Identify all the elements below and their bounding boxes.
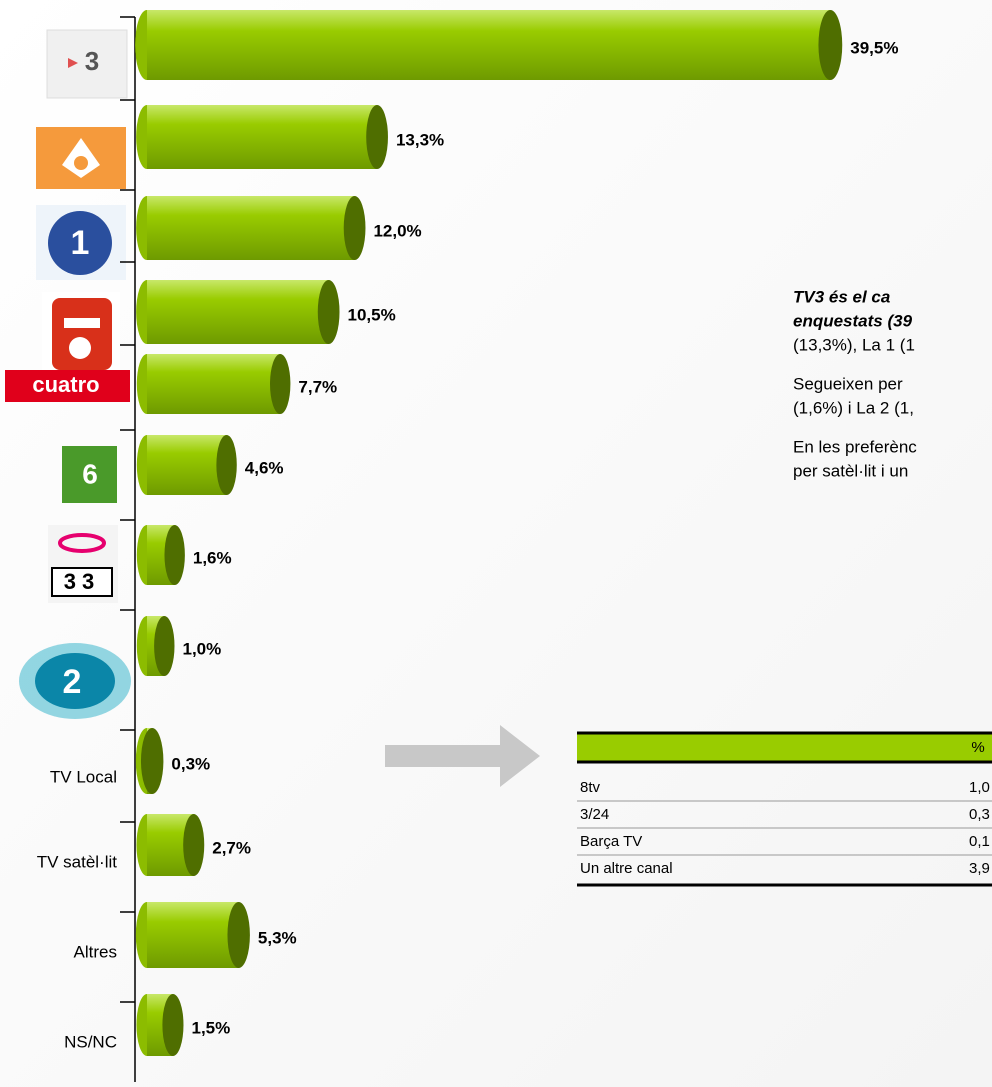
logo-text: 33 bbox=[64, 569, 100, 594]
bar-body bbox=[147, 196, 355, 260]
value-label: 10,5% bbox=[348, 305, 396, 324]
logos: 3 1 cuatro 6 33 2 bbox=[5, 29, 131, 719]
table-cell: 3/24 bbox=[580, 806, 609, 823]
bar-cap bbox=[140, 728, 164, 794]
bar-cap bbox=[227, 902, 250, 968]
bar bbox=[135, 902, 250, 968]
body-text: enquestats (39 bbox=[793, 311, 913, 330]
bar-cap bbox=[343, 196, 366, 260]
body-text: TV3 és el ca bbox=[793, 287, 890, 306]
bar-body bbox=[147, 902, 239, 968]
table-cell: 0,3 bbox=[969, 806, 990, 823]
arrow bbox=[385, 725, 540, 787]
bar bbox=[136, 814, 205, 876]
body-text: per satèl·lit i un bbox=[793, 461, 908, 480]
value-label: 2,7% bbox=[212, 838, 251, 857]
value-label: 0,3% bbox=[171, 754, 210, 773]
value-label: 1,6% bbox=[193, 548, 232, 567]
table-header bbox=[577, 733, 992, 761]
value-label: 7,7% bbox=[298, 377, 337, 396]
value-label: 12,0% bbox=[373, 221, 421, 240]
bar-cap bbox=[366, 105, 388, 169]
bar-body bbox=[147, 105, 378, 169]
bar-body bbox=[147, 280, 329, 344]
table-cell: Barça TV bbox=[580, 833, 642, 850]
bar bbox=[136, 354, 291, 414]
category-label: NS/NC bbox=[64, 1032, 117, 1051]
bar-cap bbox=[818, 10, 843, 80]
bar-cap bbox=[317, 280, 340, 344]
table-cell: 8tv bbox=[580, 779, 601, 796]
bar bbox=[135, 10, 843, 80]
table bbox=[577, 731, 992, 764]
body-text: Segueixen per bbox=[793, 374, 903, 393]
bar bbox=[135, 728, 164, 794]
value-label: 1,5% bbox=[191, 1018, 230, 1037]
value-label: 4,6% bbox=[245, 458, 284, 477]
bar-cap bbox=[162, 994, 184, 1056]
logo-text: cuatro bbox=[32, 372, 99, 397]
body-text: En les preferènc bbox=[793, 437, 917, 456]
body-text: (1,6%) i La 2 (1, bbox=[793, 398, 914, 417]
category-label: TV Local bbox=[50, 767, 117, 786]
bar-cap bbox=[164, 525, 185, 585]
category-label: Altres bbox=[74, 942, 117, 961]
svg-text:6: 6 bbox=[82, 458, 98, 489]
bar bbox=[136, 994, 184, 1056]
bar-body bbox=[147, 354, 281, 414]
table-cell: Un altre canal bbox=[580, 860, 673, 877]
table-header: % bbox=[971, 739, 984, 756]
bar-body bbox=[147, 10, 831, 80]
table-cell: 3,9 bbox=[969, 860, 990, 877]
bar bbox=[136, 280, 340, 344]
logo-text: 3 bbox=[85, 46, 99, 76]
table-cell: 1,0 bbox=[969, 779, 990, 796]
bar bbox=[136, 525, 185, 585]
bar-body bbox=[147, 435, 227, 495]
bar bbox=[136, 616, 175, 676]
bar-cap bbox=[216, 435, 237, 495]
bar bbox=[136, 196, 366, 260]
bar-cap bbox=[154, 616, 175, 676]
bar bbox=[136, 435, 237, 495]
value-label: 5,3% bbox=[258, 928, 297, 947]
bar bbox=[136, 105, 388, 169]
logo-text: 2 bbox=[63, 663, 82, 701]
logo-text: 1 bbox=[71, 224, 90, 262]
table-cell: 0,1 bbox=[969, 833, 990, 850]
value-label: 39,5% bbox=[850, 38, 898, 57]
bar-cap bbox=[270, 354, 291, 414]
body-text: (13,3%), La 1 (1 bbox=[793, 335, 915, 354]
bar-cap bbox=[183, 814, 205, 876]
category-label: TV satèl·lit bbox=[37, 852, 118, 871]
value-label: 1,0% bbox=[183, 639, 222, 658]
value-label: 13,3% bbox=[396, 130, 444, 149]
